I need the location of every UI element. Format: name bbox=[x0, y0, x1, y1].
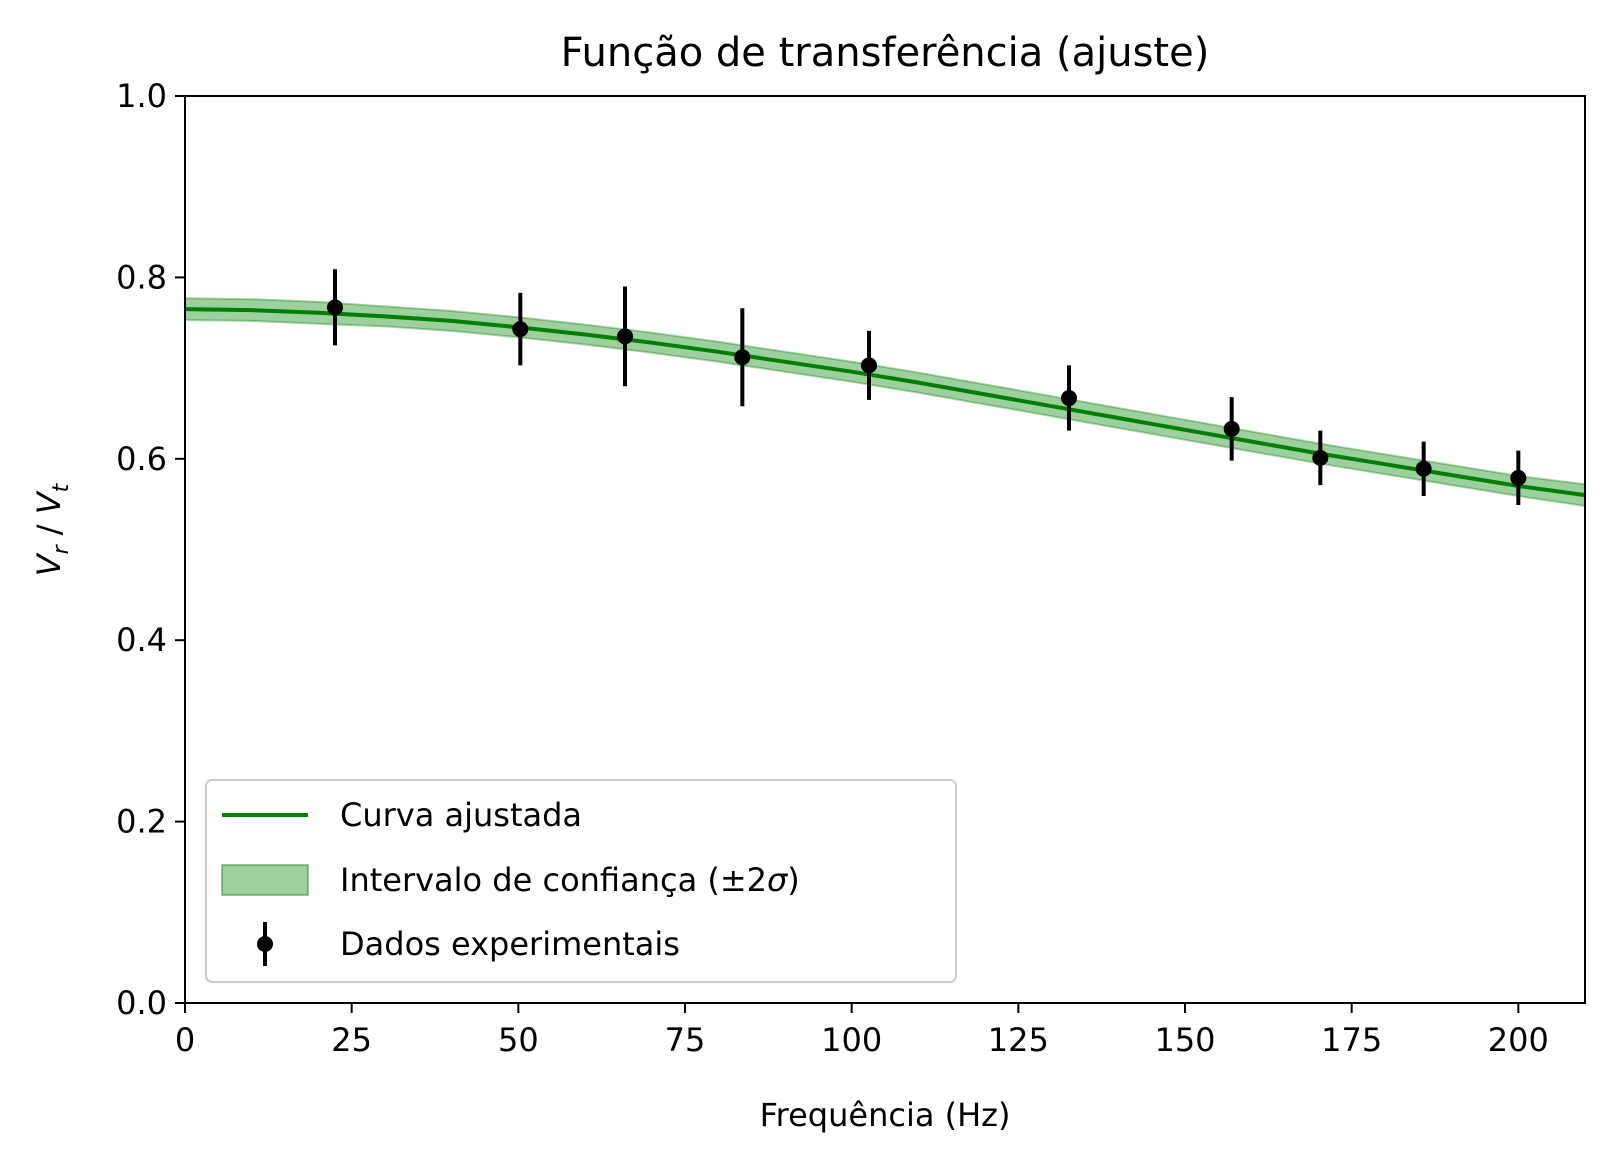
legend-band-swatch bbox=[221, 864, 309, 896]
data-point bbox=[1312, 449, 1329, 466]
y-tick-label: 0.4 bbox=[116, 621, 167, 659]
data-point bbox=[861, 357, 877, 374]
legend-fit-label: Curva ajustada bbox=[340, 796, 582, 834]
legend-band-label: Intervalo de confiança (±2σ) bbox=[340, 861, 800, 899]
data-point bbox=[734, 349, 751, 366]
x-tick-label: 50 bbox=[498, 1021, 539, 1059]
x-tick-label: 25 bbox=[331, 1021, 372, 1059]
data-point bbox=[327, 299, 343, 316]
axes-frame bbox=[184, 95, 1586, 1004]
x-tick-label: 100 bbox=[821, 1021, 882, 1059]
x-axis: 0 25 50 75 100 125 150 175 200 bbox=[175, 1003, 1549, 1059]
y-tick-label: 0.8 bbox=[116, 258, 167, 296]
legend-data-label: Dados experimentais bbox=[340, 925, 680, 963]
y-axis: 0.0 0.2 0.4 0.6 0.8 1.0 bbox=[116, 77, 185, 1022]
chart-title: Função de transferência (ajuste) bbox=[561, 30, 1210, 76]
x-tick-label: 175 bbox=[1321, 1021, 1382, 1059]
data-point bbox=[512, 321, 529, 338]
legend: Curva ajustada Intervalo de confiança (±… bbox=[205, 779, 957, 983]
legend-box bbox=[205, 779, 957, 983]
fit-curve bbox=[184, 307, 1586, 498]
y-tick-label: 0.6 bbox=[116, 440, 167, 478]
x-tick-label: 150 bbox=[1154, 1021, 1215, 1059]
y-axis-label: Vr / Vt bbox=[30, 482, 74, 576]
x-tick-label: 200 bbox=[1488, 1021, 1549, 1059]
x-axis-label: Frequência (Hz) bbox=[760, 1096, 1011, 1134]
data-point bbox=[1415, 460, 1432, 477]
x-tick-label: 75 bbox=[665, 1021, 706, 1059]
plot-area bbox=[184, 269, 1586, 508]
y-tick-label: 0.0 bbox=[116, 984, 167, 1022]
data-points bbox=[327, 269, 1527, 506]
y-tick-label: 1.0 bbox=[116, 77, 167, 115]
data-point bbox=[617, 328, 633, 345]
data-point bbox=[1061, 390, 1077, 407]
x-tick-label: 0 bbox=[175, 1021, 195, 1059]
data-point bbox=[1223, 420, 1240, 437]
y-tick-label: 0.2 bbox=[116, 803, 167, 841]
data-point bbox=[1510, 469, 1527, 486]
legend-data-marker bbox=[257, 936, 273, 952]
x-tick-label: 125 bbox=[988, 1021, 1049, 1059]
